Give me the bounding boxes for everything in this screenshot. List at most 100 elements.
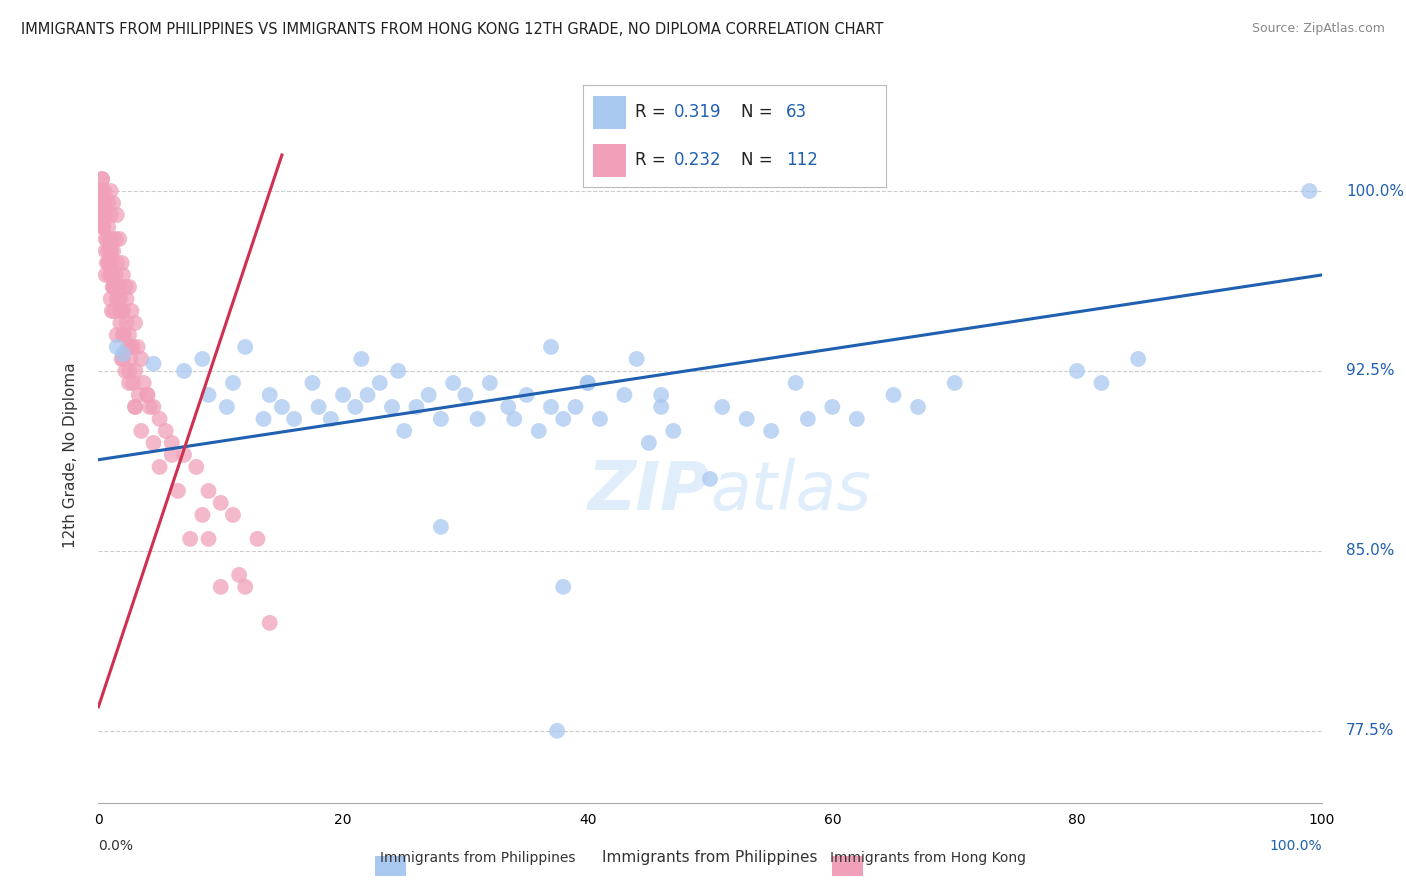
Point [101, 244, 124, 258]
Point [735, 412, 758, 426]
Point [136, 388, 159, 402]
Point [101, 196, 124, 211]
Point [117, 340, 139, 354]
Point [118, 364, 141, 378]
Point [553, 412, 575, 426]
Point [699, 472, 721, 486]
Point [111, 304, 134, 318]
Point [496, 400, 519, 414]
Point [104, 268, 127, 282]
Point [650, 400, 672, 414]
Point [344, 400, 367, 414]
Point [821, 400, 844, 414]
Point [91, 172, 114, 186]
Point [118, 328, 141, 343]
Point [441, 376, 464, 390]
Point [332, 388, 354, 402]
Point [94, 232, 117, 246]
Bar [592, 96, 626, 128]
Point [108, 280, 131, 294]
Point [107, 292, 129, 306]
Point [90, 208, 112, 222]
Point [105, 208, 128, 222]
Point [467, 412, 489, 426]
Point [120, 340, 142, 354]
Point [430, 520, 453, 534]
Point [105, 328, 128, 343]
Point [252, 412, 274, 426]
Point [233, 580, 256, 594]
Text: Immigrants from Hong Kong: Immigrants from Hong Kong [830, 851, 1026, 865]
Point [228, 567, 250, 582]
Point [110, 304, 132, 318]
Point [418, 388, 440, 402]
Point [350, 351, 373, 366]
Point [121, 376, 143, 390]
Point [110, 292, 132, 306]
Point [540, 340, 562, 354]
Point [454, 388, 477, 402]
Point [104, 232, 127, 246]
Point [100, 244, 122, 258]
Point [191, 351, 214, 366]
Point [101, 280, 124, 294]
Point [105, 292, 128, 306]
Point [91, 219, 114, 234]
Point [128, 388, 150, 402]
Point [149, 459, 172, 474]
Point [96, 256, 118, 270]
Point [1298, 184, 1320, 198]
Text: 0.319: 0.319 [675, 103, 721, 121]
Point [233, 340, 256, 354]
Point [91, 196, 114, 211]
Point [319, 412, 342, 426]
Point [111, 351, 134, 366]
Text: 85.0%: 85.0% [1346, 543, 1395, 558]
Text: 0.232: 0.232 [675, 151, 721, 169]
Point [111, 351, 134, 366]
Y-axis label: 12th Grade, No Diploma: 12th Grade, No Diploma [63, 362, 77, 548]
Point [650, 388, 672, 402]
Text: 92.5%: 92.5% [1346, 363, 1395, 378]
Point [576, 376, 599, 390]
Point [124, 364, 146, 378]
Point [98, 268, 121, 282]
Point [124, 400, 146, 414]
Point [142, 436, 165, 450]
Text: 63: 63 [786, 103, 807, 121]
Text: N =: N = [741, 103, 778, 121]
Point [381, 400, 404, 414]
Point [761, 424, 783, 438]
Text: 112: 112 [786, 151, 818, 169]
Bar [592, 145, 626, 177]
Point [91, 219, 114, 234]
Point [356, 388, 378, 402]
Point [283, 412, 305, 426]
Point [711, 400, 734, 414]
Point [111, 256, 134, 270]
Point [112, 328, 135, 343]
Point [118, 280, 141, 294]
Point [120, 351, 142, 366]
Point [883, 388, 905, 402]
Point [907, 400, 929, 414]
Point [139, 400, 162, 414]
Point [259, 615, 281, 630]
Point [94, 268, 117, 282]
Point [93, 184, 115, 198]
Point [90, 184, 112, 198]
Point [115, 292, 138, 306]
Point [91, 172, 114, 186]
Point [546, 723, 568, 738]
Point [149, 412, 172, 426]
Point [246, 532, 269, 546]
Point [209, 496, 232, 510]
Point [215, 400, 238, 414]
Point [576, 376, 599, 390]
Point [93, 208, 115, 222]
Point [101, 268, 124, 282]
Point [118, 376, 141, 390]
Point [100, 256, 122, 270]
Point [387, 364, 409, 378]
Point [222, 376, 245, 390]
